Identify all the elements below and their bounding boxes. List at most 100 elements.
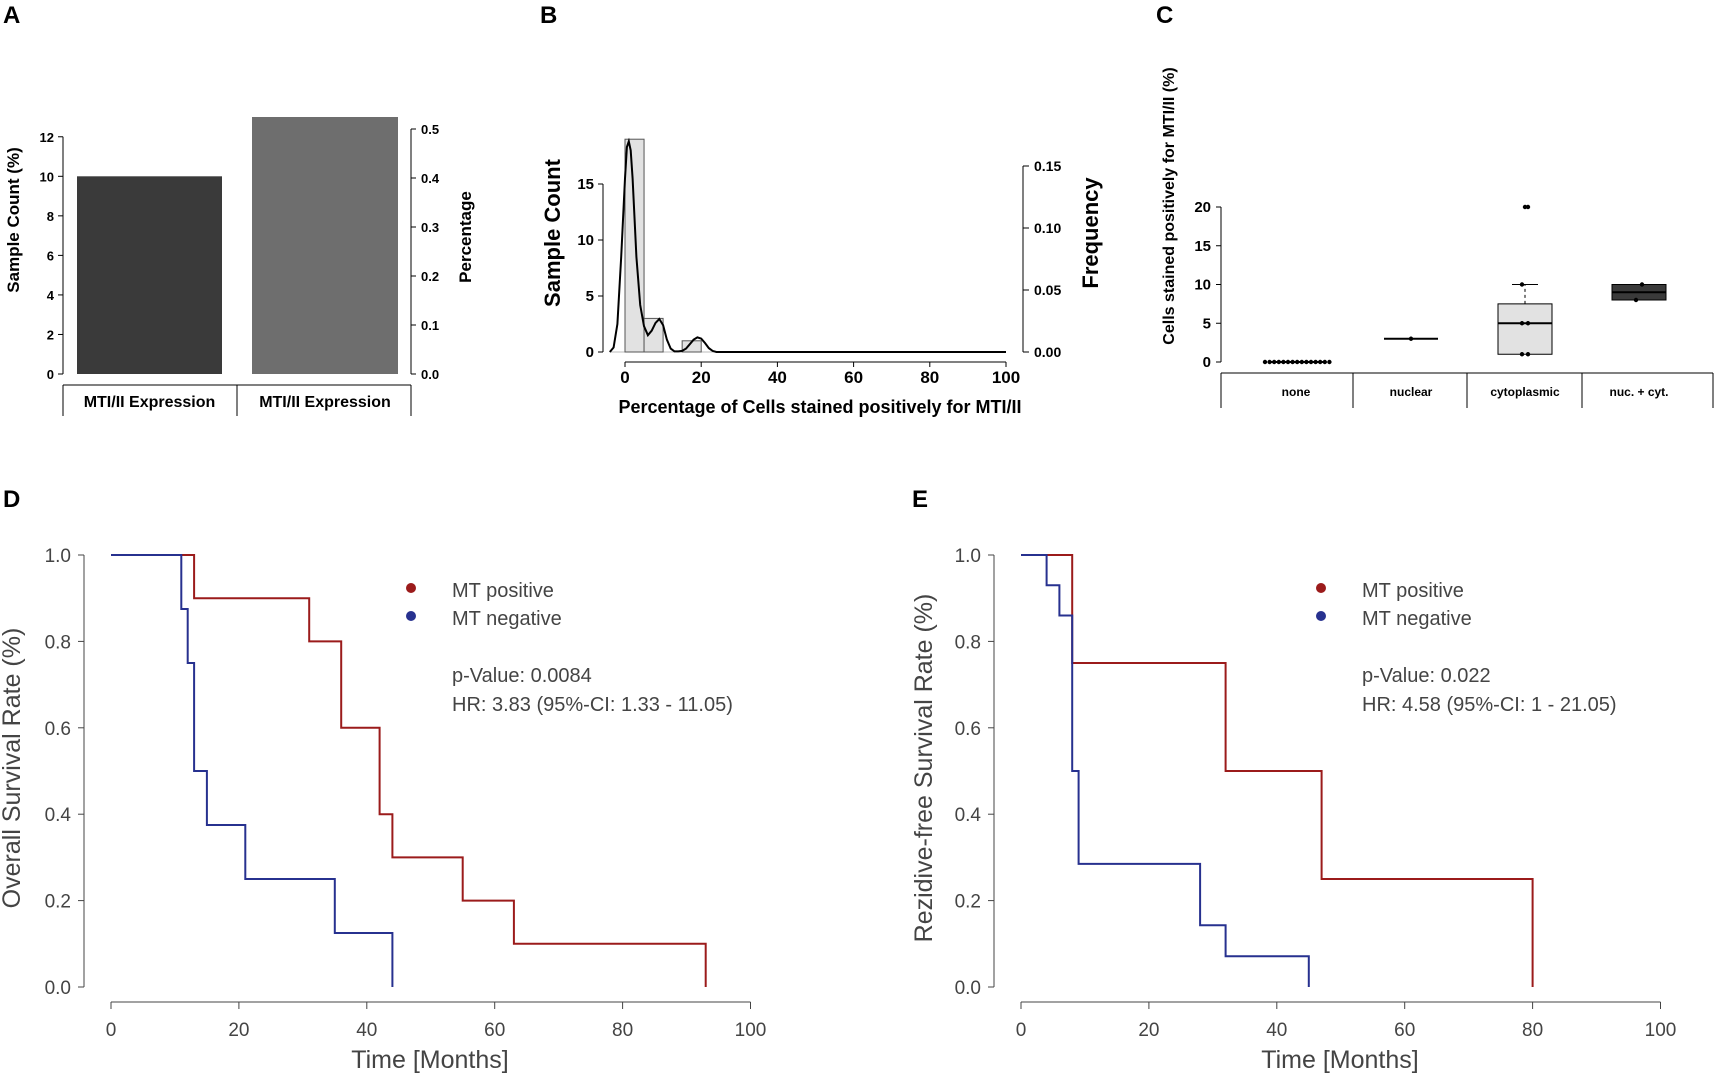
c-group-label: none <box>1282 385 1311 399</box>
c-data-point <box>1525 321 1531 326</box>
a-bar-label: MTI/II Expression <box>84 394 216 411</box>
c-data-point <box>1308 359 1314 365</box>
d-y-axis-label: Overall Survival Rate (%) <box>0 628 26 909</box>
e-y-tick-label: 0.8 <box>955 632 981 653</box>
panel-b-histogram: Sample Count Frequency Percentage of Cel… <box>540 137 1103 417</box>
panel-label-d: D <box>3 486 20 513</box>
e-p-value: p-Value: 0.022 <box>1362 665 1491 687</box>
e-x-tick-label: 80 <box>1522 1020 1543 1041</box>
d-x-tick-label: 40 <box>356 1020 377 1041</box>
c-data-point <box>1525 352 1531 357</box>
c-group-label: nuclear <box>1390 385 1433 399</box>
c-data-point <box>1633 297 1639 303</box>
b-right-tick-label: 0.00 <box>1034 344 1061 360</box>
d-legend-dot-positive <box>406 583 416 593</box>
e-x-tick-label: 100 <box>1645 1020 1677 1041</box>
b-right-tick-label: 0.05 <box>1034 282 1061 298</box>
c-data-point <box>1290 359 1295 365</box>
b-x-tick-label: 80 <box>920 368 939 387</box>
d-x-axis-label: Time [Months] <box>351 1046 508 1074</box>
a-y-tick-label: 12 <box>40 130 54 145</box>
panel-d-km-plot: Overall Survival Rate (%) Time [Months] … <box>0 546 766 1074</box>
d-y-tick-label: 0.6 <box>45 719 71 740</box>
c-y-axis-label: Cells stained positively for MTI/II (%) <box>1161 67 1178 344</box>
a-bar <box>252 117 398 374</box>
a-right-tick-label: 0.1 <box>421 318 439 333</box>
a-right-tick-label: 0.0 <box>421 367 439 382</box>
panel-label-a: A <box>3 2 20 29</box>
d-mt-negative-curve <box>111 554 394 987</box>
a-right-axis-label: Percentage <box>456 191 475 283</box>
c-data-point <box>1304 359 1309 365</box>
d-y-tick-label: 0.4 <box>45 805 72 826</box>
e-mt-positive-curve <box>1021 554 1534 987</box>
d-x-tick-label: 20 <box>228 1020 249 1041</box>
b-x-tick-label: 40 <box>768 368 787 387</box>
e-legend-dot-negative <box>1316 611 1326 621</box>
a-y-tick-label: 8 <box>47 209 54 224</box>
c-y-tick-label: 10 <box>1194 277 1211 294</box>
d-hazard-ratio: HR: 3.83 (95%-CI: 1.33 - 11.05) <box>452 694 733 716</box>
e-legend-dot-positive <box>1316 583 1326 593</box>
panel-label-b: B <box>540 2 557 29</box>
c-data-point <box>1519 321 1525 326</box>
e-x-axis-label: Time [Months] <box>1261 1046 1418 1074</box>
panel-a-bar-chart: Sample Count (%) Percentage 0 2 4 6 8 10 12 0.0… <box>4 117 475 416</box>
a-y-tick-label: 6 <box>47 248 54 263</box>
c-data-point <box>1327 359 1332 365</box>
c-data-point <box>1299 359 1305 365</box>
b-hist-bin <box>643 317 664 353</box>
c-data-point <box>1408 336 1414 341</box>
d-x-tick-label: 80 <box>612 1020 633 1041</box>
c-data-point <box>1267 359 1272 365</box>
c-box <box>1497 303 1553 355</box>
panel-e-km-plot: Rezidive-free Survival Rate (%) Time [Mo… <box>910 546 1676 1074</box>
c-data-point <box>1285 359 1291 365</box>
panel-c-box-plot: Cells stained positively for MTI/II (%) … <box>1161 67 1714 408</box>
b-right-tick-label: 0.10 <box>1034 220 1061 236</box>
e-y-tick-label: 0.2 <box>955 892 981 913</box>
c-data-point <box>1318 359 1323 365</box>
e-legend-mt-positive: MT positive <box>1362 580 1464 602</box>
b-hist-bin <box>624 138 645 353</box>
c-data-point <box>1313 359 1318 365</box>
b-x-tick-label: 100 <box>992 368 1020 387</box>
a-right-tick-label: 0.5 <box>421 122 439 137</box>
a-bar-label: MTI/II Expression <box>259 394 391 411</box>
b-y-axis-label: Sample Count <box>540 158 565 307</box>
d-y-tick-label: 0.2 <box>45 892 71 913</box>
e-x-tick-label: 40 <box>1266 1020 1287 1041</box>
b-x-tick-label: 20 <box>692 368 711 387</box>
e-legend-mt-negative: MT negative <box>1362 608 1472 630</box>
b-right-axis-label: Frequency <box>1078 177 1103 289</box>
e-x-tick-label: 20 <box>1138 1020 1159 1041</box>
a-right-tick-label: 0.2 <box>421 269 439 284</box>
a-right-tick-label: 0.3 <box>421 220 439 235</box>
a-y-axis-label: Sample Count (%) <box>4 147 23 292</box>
d-y-tick-label: 1.0 <box>45 546 71 567</box>
e-x-tick-label: 60 <box>1394 1020 1415 1041</box>
c-y-tick-label: 5 <box>1203 315 1211 332</box>
d-x-tick-label: 0 <box>106 1020 117 1041</box>
b-x-axis-label: Percentage of Cells stained positively f… <box>618 397 1021 417</box>
e-y-tick-label: 1.0 <box>955 546 981 567</box>
c-data-point <box>1295 359 1300 365</box>
panel-label-c: C <box>1156 2 1173 29</box>
b-x-tick-label: 0 <box>620 368 629 387</box>
a-right-tick-label: 0.4 <box>421 171 440 186</box>
c-data-point <box>1519 282 1525 287</box>
c-data-point <box>1519 352 1525 357</box>
d-legend-dot-negative <box>406 611 416 621</box>
d-x-tick-label: 100 <box>735 1020 767 1041</box>
c-data-point <box>1276 359 1282 365</box>
e-y-tick-label: 0.6 <box>955 719 981 740</box>
a-bar <box>77 176 222 374</box>
e-y-tick-label: 0.0 <box>955 978 981 999</box>
e-hazard-ratio: HR: 4.58 (95%-CI: 1 - 21.05) <box>1362 694 1617 716</box>
b-y-tick-label: 15 <box>577 176 594 193</box>
b-y-tick-label: 5 <box>586 288 594 305</box>
c-data-point <box>1281 359 1286 365</box>
c-group-label: nuc. + cyt. <box>1609 385 1668 399</box>
e-x-tick-label: 0 <box>1016 1020 1027 1041</box>
